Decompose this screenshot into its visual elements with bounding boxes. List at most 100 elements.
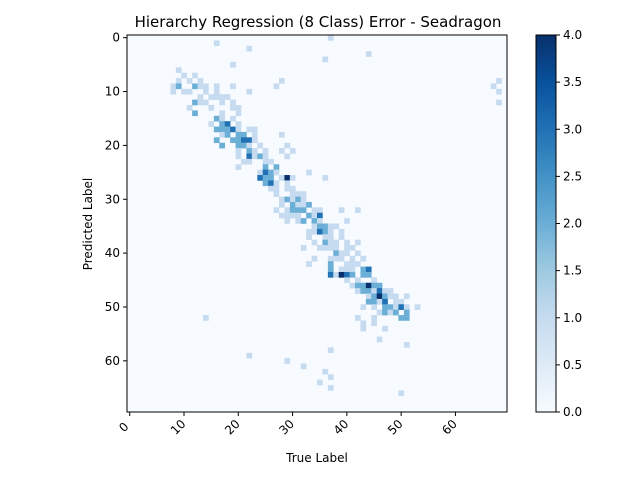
heatmap-cell <box>251 131 258 138</box>
heatmap-cell <box>181 72 188 79</box>
heatmap-cell <box>300 196 307 203</box>
colorbar-tick-label: 1.0 <box>563 311 582 325</box>
heatmap-cell <box>279 175 285 181</box>
heatmap-cell <box>213 137 220 144</box>
heatmap-cell <box>333 223 340 230</box>
heatmap-cell <box>360 304 367 310</box>
heatmap-cell <box>403 304 410 310</box>
heatmap-cell <box>365 271 372 278</box>
heatmap-cell <box>393 304 399 310</box>
heatmap-cell <box>496 78 502 84</box>
heatmap-cell <box>224 126 231 133</box>
heatmap-cell <box>219 110 226 117</box>
heatmap-cell <box>344 271 350 278</box>
heatmap-cell <box>273 185 280 192</box>
heatmap-cell <box>192 72 198 79</box>
heatmap-cell <box>219 99 226 106</box>
heatmap-cell <box>382 325 388 332</box>
heatmap-cell <box>311 228 318 235</box>
heatmap-cell <box>327 374 334 380</box>
heatmap-cell <box>273 83 280 90</box>
heatmap-cell <box>338 266 345 273</box>
heatmap-cell <box>192 83 198 90</box>
heatmap-cell <box>387 304 394 310</box>
heatmap-cell <box>230 83 236 90</box>
heatmap-cell <box>387 293 394 300</box>
heatmap-cell <box>273 169 280 176</box>
heatmap-cell <box>496 99 502 106</box>
heatmap-cell <box>327 239 334 246</box>
heatmap-cell <box>203 315 209 321</box>
heatmap-cell <box>300 245 307 251</box>
heatmap-cell <box>246 148 253 154</box>
heatmap-cell <box>371 293 378 300</box>
heatmap-cell <box>170 88 177 95</box>
heatmap-cell <box>317 218 323 224</box>
heatmap-cell <box>355 207 361 214</box>
heatmap-cell <box>306 169 312 176</box>
heatmap-cell <box>355 282 361 289</box>
heatmap-cell <box>262 148 269 154</box>
heatmap-cell <box>333 239 340 246</box>
heatmap-cell <box>398 390 405 397</box>
heatmap-cell <box>213 94 220 100</box>
heatmap-cell <box>327 261 334 267</box>
heatmap-cell <box>241 131 247 138</box>
heatmap-cell <box>224 121 231 127</box>
heatmap-cell <box>382 288 388 294</box>
heatmap-cell <box>279 212 285 219</box>
heatmap-cell <box>306 228 312 235</box>
heatmap-cell <box>273 180 280 187</box>
heatmap-cell <box>219 126 226 133</box>
heatmap-cell <box>306 201 312 208</box>
heatmap-cell <box>230 115 236 122</box>
heatmap-cell <box>355 239 361 246</box>
heatmap-cell <box>317 212 323 219</box>
heatmap-cell <box>327 223 334 230</box>
heatmap-cell <box>322 56 329 63</box>
heatmap-cell <box>344 239 350 246</box>
heatmap-cell <box>219 94 226 100</box>
heatmap-cell <box>322 228 329 235</box>
heatmap-cell <box>279 148 285 154</box>
heatmap-cell <box>197 99 204 106</box>
heatmap-cell <box>338 255 345 262</box>
heatmap-cell <box>371 320 378 327</box>
heatmap-cell <box>213 40 220 47</box>
heatmap-cell <box>360 282 367 289</box>
heatmap-cell <box>246 142 253 149</box>
heatmap-cell <box>317 379 323 386</box>
heatmap-cell <box>235 148 242 154</box>
heatmap-cell <box>192 99 198 106</box>
heatmap-cell <box>327 385 334 391</box>
heatmap-cell <box>333 255 340 262</box>
heatmap-cell <box>251 126 258 133</box>
heatmap-cell <box>496 88 502 95</box>
heatmap-cell <box>289 212 296 219</box>
colorbar-tick-label: 2.5 <box>563 169 582 183</box>
heatmap-cell <box>317 228 323 235</box>
heatmap-cell <box>365 298 372 305</box>
y-tick-label: 40 <box>105 246 120 260</box>
heatmap-cell <box>398 304 405 310</box>
heatmap-cell <box>311 223 318 230</box>
heatmap-cell <box>235 153 242 160</box>
y-tick-label: 50 <box>105 300 120 314</box>
heatmap-cell <box>268 185 274 192</box>
heatmap-cell <box>213 126 220 133</box>
heatmap-cell <box>241 142 247 149</box>
heatmap-cell <box>360 266 367 273</box>
heatmap-cell <box>355 288 361 294</box>
heatmap-cell <box>300 218 307 224</box>
heatmap-cell <box>181 88 188 95</box>
plot-frame <box>126 34 508 413</box>
heatmap-cell <box>311 212 318 219</box>
heatmap-cell <box>490 83 497 90</box>
heatmap-cell <box>371 304 378 310</box>
heatmap-cell <box>322 239 329 246</box>
heatmap-cell <box>268 158 274 165</box>
heatmap-cell <box>268 180 274 187</box>
heatmap-cell <box>295 196 302 203</box>
heatmap-cell <box>322 175 329 181</box>
heatmap-cell <box>279 201 285 208</box>
